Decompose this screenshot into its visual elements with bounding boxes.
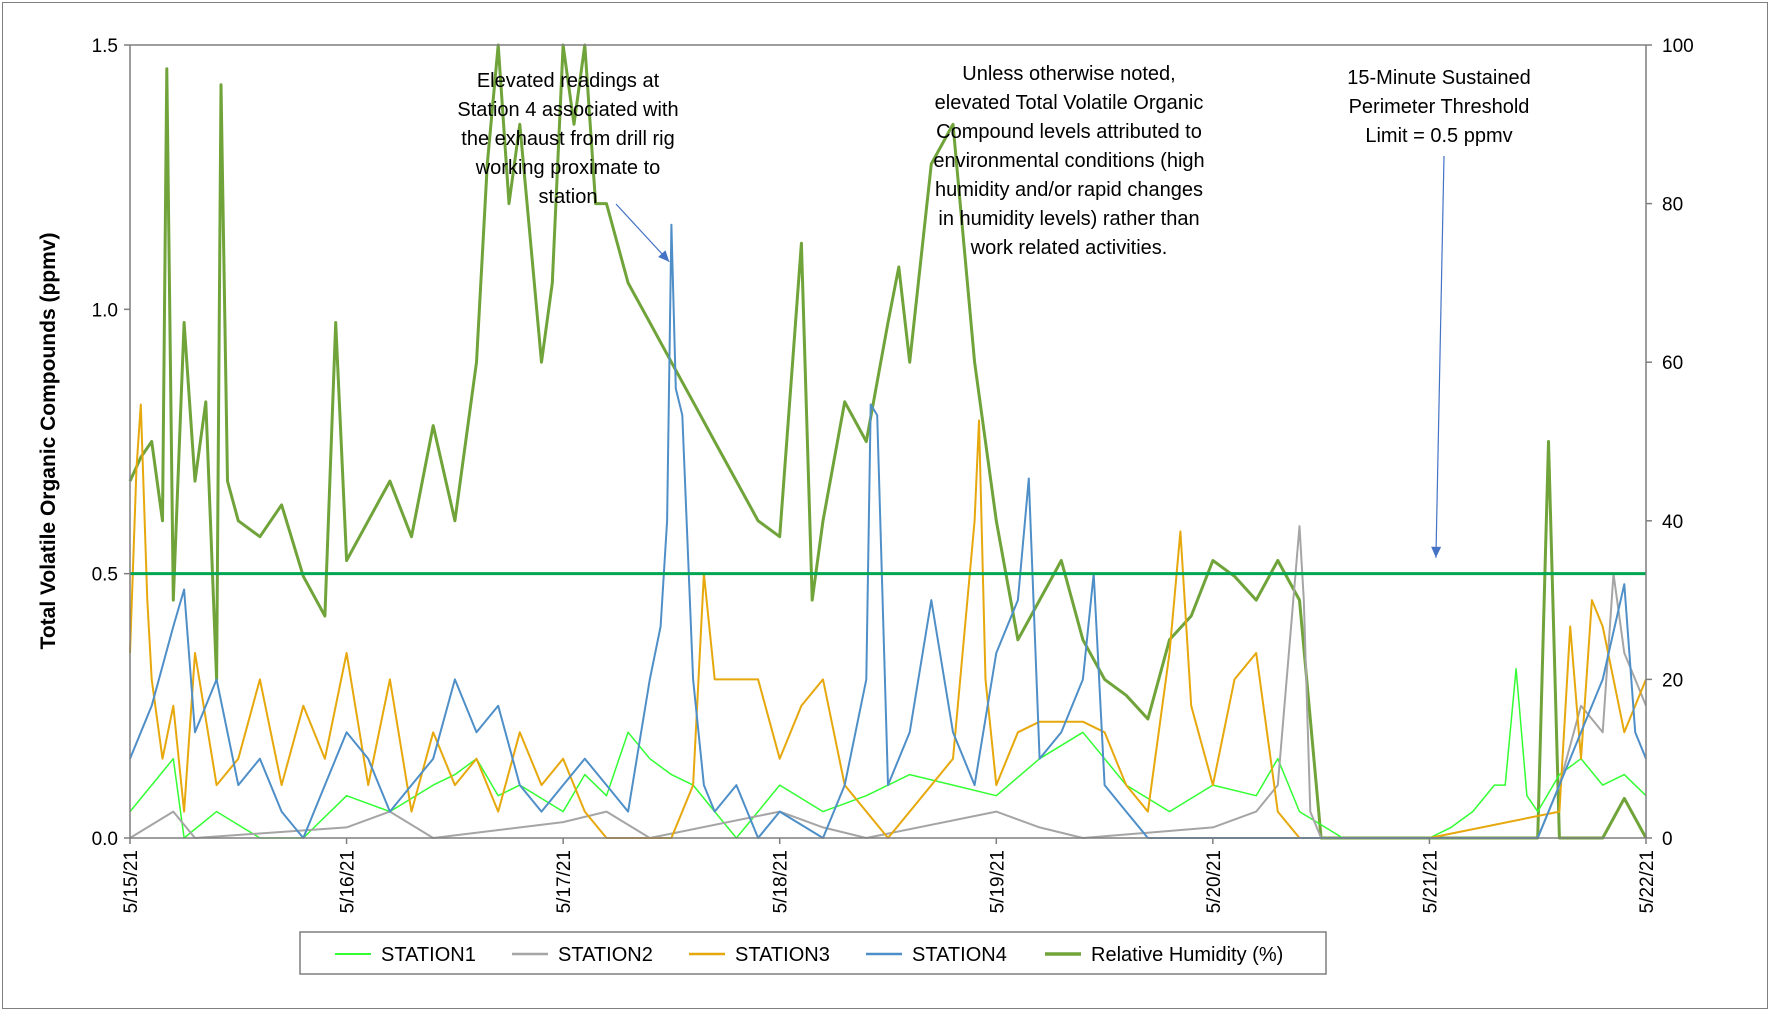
axes-layer xyxy=(129,44,1647,839)
y-tick-label: 1.5 xyxy=(92,36,118,57)
legend: STATION1 STATION2 STATION3 STATION4 Relative… xyxy=(299,931,1327,975)
legend-label: STATION1 xyxy=(381,944,476,966)
annotation-note: Unless otherwise noted, elevated Total Vo… xyxy=(933,63,1204,259)
annotation-line: Compound levels attributed to xyxy=(936,121,1202,143)
legend-label: Relative Humidity (%) xyxy=(1091,944,1283,966)
series-line-4 xyxy=(128,43,1648,840)
y-axis-label: Total Volatile Organic Compounds (ppmv) xyxy=(37,233,60,650)
legend-label: STATION2 xyxy=(558,944,653,966)
annotation-line: working proximate to xyxy=(475,157,661,179)
y-tick-label: 0.0 xyxy=(92,829,118,850)
x-tick-label: 5/19/21 xyxy=(987,850,1008,913)
annotation-line: the exhaust from drill rig xyxy=(461,128,674,150)
series-line-3 xyxy=(129,223,1647,839)
annotation-arrow-station4-head xyxy=(658,250,670,262)
annotation-line: station xyxy=(539,186,598,208)
x-tick-label: 5/16/21 xyxy=(338,850,359,913)
x-tick-label: 5/21/21 xyxy=(1420,850,1441,913)
y2-tick-label: 60 xyxy=(1662,353,1683,374)
x-tick-label: 5/22/21 xyxy=(1637,850,1658,913)
series-line-2 xyxy=(129,403,1647,839)
y2-tick-label: 40 xyxy=(1662,512,1683,533)
legend-label: STATION3 xyxy=(735,944,830,966)
annotations: Elevated readings at Station 4 associated… xyxy=(457,63,1531,558)
annotation-arrow-threshold xyxy=(1435,155,1445,558)
legend-label: STATION4 xyxy=(912,944,1007,966)
annotation-arrow-station4 xyxy=(615,203,670,263)
x-tick-label: 5/15/21 xyxy=(121,850,142,913)
y2-tick-label: 20 xyxy=(1662,670,1683,691)
annotation-line: environmental conditions (high xyxy=(933,150,1204,172)
y2-tick-label: 80 xyxy=(1662,195,1683,216)
annotation-arrow-threshold-head xyxy=(1431,546,1442,558)
annotation-line: elevated Total Volatile Organic xyxy=(935,92,1204,114)
legend-box xyxy=(299,931,1327,975)
annotation-line: Station 4 associated with xyxy=(457,99,678,121)
annotation-line: 15-Minute Sustained xyxy=(1347,67,1530,89)
annotation-threshold: 15-Minute Sustained Perimeter Threshold Li… xyxy=(1347,67,1530,147)
annotation-line: humidity and/or rapid changes xyxy=(935,179,1203,201)
y-tick-label: 1.0 xyxy=(92,300,118,321)
y-tick-label: 0.5 xyxy=(92,565,118,586)
annotation-line: in humidity levels) rather than xyxy=(938,208,1199,230)
y2-tick-label: 0 xyxy=(1662,829,1673,850)
annotation-line: Elevated readings at xyxy=(477,70,660,92)
series-layer xyxy=(128,43,1648,840)
annotation-line: Unless otherwise noted, xyxy=(962,63,1175,85)
annotation-line: work related activities. xyxy=(970,237,1168,259)
x-tick-label: 5/20/21 xyxy=(1204,850,1225,913)
y2-tick-label: 100 xyxy=(1662,36,1694,57)
annotation-station4: Elevated readings at Station 4 associated… xyxy=(457,70,678,208)
x-tick-label: 5/18/21 xyxy=(771,850,792,913)
x-tick-label: 5/17/21 xyxy=(554,850,575,913)
ticks-layer: 0.0 0.5 1.0 1.5 0 20 40 60 80 100 5/15/21 5/16/21 5/… xyxy=(92,36,1694,913)
annotation-line: Perimeter Threshold xyxy=(1349,96,1530,118)
annotation-line: Limit = 0.5 ppmv xyxy=(1365,125,1512,147)
